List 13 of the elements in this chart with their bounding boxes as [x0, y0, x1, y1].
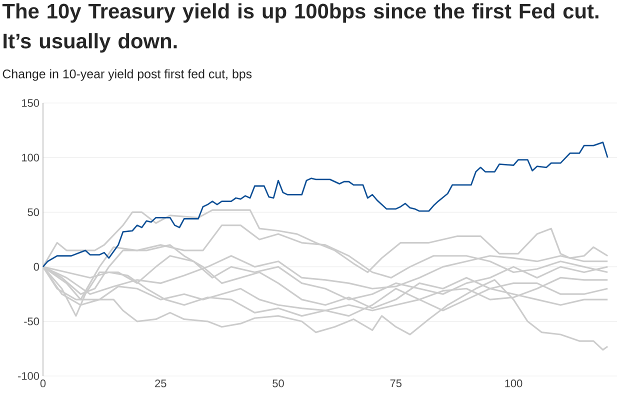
y-tick-label: 50 [28, 208, 40, 216]
x-tick-label: 50 [272, 380, 284, 388]
x-tick-label: 75 [390, 380, 402, 388]
chart-subtitle: Change in 10-year yield post first fed cut, bps [2, 69, 252, 81]
y-tick-label: -100 [18, 372, 40, 380]
y-tick-label: 100 [22, 154, 40, 162]
x-tick-label: 100 [505, 380, 522, 388]
x-tick-label: 25 [155, 380, 166, 388]
y-tick-label: 150 [22, 99, 40, 107]
y-tick-label: 0 [34, 262, 40, 271]
y-tick-label: -50 [24, 318, 40, 326]
chart-title: The 10y Treasury yield is up 100bps since the first Fed cut. It’s usually down. [2, 3, 598, 53]
x-tick-label: 0 [40, 380, 46, 388]
